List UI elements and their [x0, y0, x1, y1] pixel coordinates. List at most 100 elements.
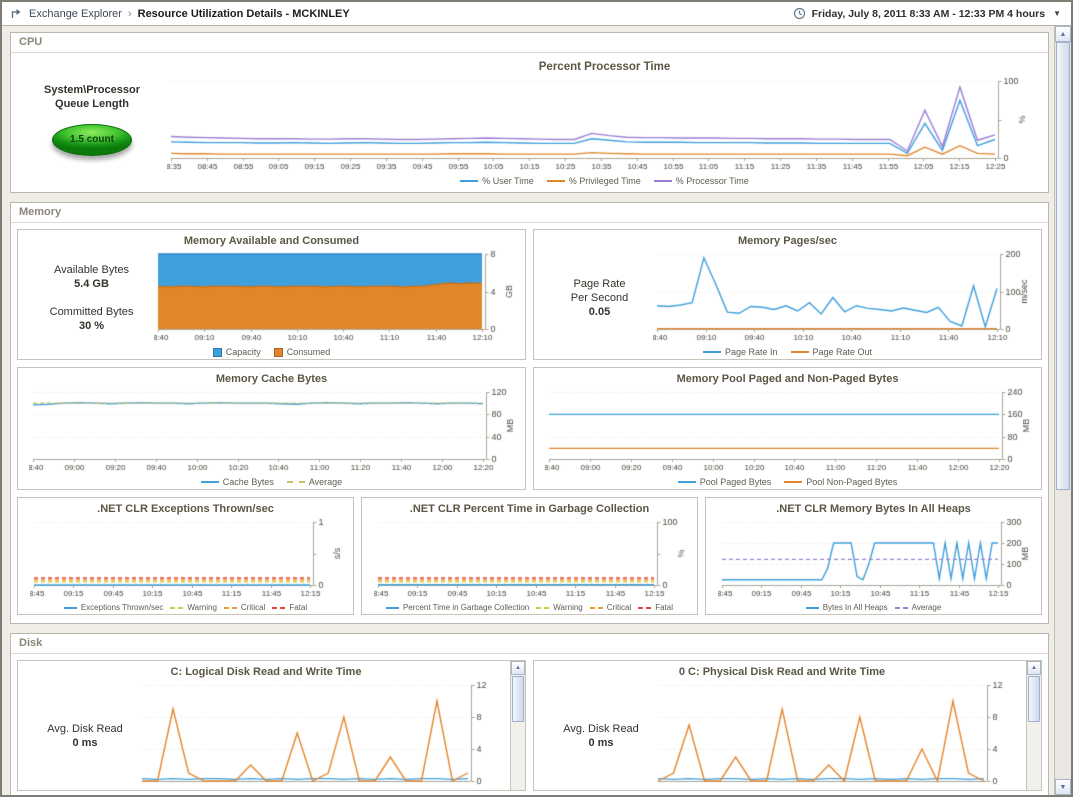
legend-label: Pool Paged Bytes: [699, 477, 772, 487]
avg-disk-read-label: Avg. Disk Read: [563, 723, 639, 735]
cpu-chart-title: Percent Processor Time: [538, 61, 671, 73]
legend-label: Bytes In All Heaps: [822, 603, 888, 612]
average-swatch: [894, 606, 908, 609]
time-range-caret-icon[interactable]: ▼: [1053, 9, 1061, 18]
time-range-selector[interactable]: Friday, July 8, 2011 8:33 AM - 12:33 PM …: [793, 7, 1063, 20]
legend-label: Page Rate In: [724, 347, 778, 357]
available-bytes-label: Available Bytes: [53, 264, 129, 276]
legend-label: Average: [308, 477, 343, 487]
logical-disk-labels: Avg. Disk Read 0 ms: [32, 721, 138, 749]
chart-title: Memory Available and Consumed: [183, 235, 360, 247]
scrollbar-track[interactable]: [1027, 723, 1041, 790]
available-bytes-value: 5.4 GB: [74, 278, 109, 290]
memory-pool-legend: Pool Paged Bytes Pool Non-Paged Bytes: [538, 477, 1037, 487]
legend-item: Percent Time in Garbage Collection: [385, 603, 529, 612]
clr-heaps-card: .NET CLR Memory Bytes In All Heaps Bytes…: [705, 497, 1042, 615]
legend-label: % User Time: [482, 176, 534, 186]
scrollbar-track[interactable]: [511, 723, 525, 790]
legend-label: Exceptions Thrown/sec: [80, 603, 164, 612]
main-vertical-scrollbar[interactable]: ▲ ▼: [1054, 26, 1071, 795]
legend-item: Warning: [170, 603, 217, 612]
legend-item: Pool Paged Bytes: [677, 477, 772, 487]
avg-disk-read-value: 0 ms: [588, 737, 614, 749]
clr-gc-chart[interactable]: [373, 517, 686, 601]
dashboard-content: CPU System\Processor Queue Length 1.5 co…: [2, 26, 1054, 795]
legend-item: Page Rate In: [702, 347, 778, 357]
exchange-explorer-icon: [10, 7, 23, 20]
memory-section: Memory Memory Available and Consumed Ava…: [10, 202, 1049, 624]
legend-item: Bytes In All Heaps: [805, 603, 888, 612]
chart-title: Memory Pages/sec: [737, 235, 838, 247]
legend-item: Average: [894, 603, 941, 612]
page-rate-out-swatch: [790, 351, 809, 353]
legend-item: Average: [286, 477, 343, 487]
cpu-section: CPU System\Processor Queue Length 1.5 co…: [10, 32, 1049, 193]
page-rate-in-swatch: [702, 351, 721, 353]
clr-exceptions-chart[interactable]: [29, 517, 342, 601]
scrollbar-track[interactable]: [1055, 490, 1071, 779]
physical-disk-card: 0 C: Physical Disk Read and Write Time A…: [533, 660, 1042, 791]
legend-item: Pool Non-Paged Bytes: [784, 477, 897, 487]
privileged-time-swatch: [546, 180, 565, 182]
queue-label-line2: Queue Length: [55, 98, 129, 111]
pool-paged-swatch: [677, 481, 696, 483]
topbar: Exchange Explorer › Resource Utilization…: [2, 2, 1071, 26]
scroll-up-button[interactable]: ▲: [511, 661, 525, 675]
chart-title: Memory Cache Bytes: [215, 373, 328, 385]
legend-label: Cache Bytes: [222, 477, 274, 487]
committed-bytes-value: 30 %: [78, 320, 105, 332]
legend-label: Warning: [187, 603, 217, 612]
memory-section-title: Memory: [11, 203, 1048, 223]
legend-item: Fatal: [272, 603, 307, 612]
clr-heaps-chart[interactable]: [717, 517, 1030, 601]
logical-disk-chart[interactable]: [138, 680, 500, 790]
scrollbar-thumb[interactable]: [1028, 676, 1040, 722]
disk-section-title: Disk: [11, 634, 1048, 654]
memory-pool-chart[interactable]: [544, 387, 1031, 475]
scroll-down-button[interactable]: ▼: [1055, 779, 1071, 795]
scrollbar-thumb[interactable]: [512, 676, 524, 722]
percent-processor-time-chart[interactable]: [167, 76, 1027, 174]
disk-card-scrollbar[interactable]: ▲: [510, 661, 525, 790]
exceptions-swatch: [63, 606, 77, 609]
memory-available-labels: Available Bytes 5.4 GB Committed Bytes 3…: [30, 262, 154, 332]
memory-available-legend: Capacity Consumed: [22, 347, 521, 357]
chart-title: .NET CLR Memory Bytes In All Heaps: [776, 503, 971, 515]
scrollbar-thumb[interactable]: [1056, 42, 1070, 490]
time-range-label[interactable]: Friday, July 8, 2011 8:33 AM - 12:33 PM …: [811, 7, 1046, 20]
user-time-swatch: [460, 180, 479, 182]
physical-disk-chart[interactable]: [654, 680, 1016, 790]
cpu-chart-legend: % User Time % Privileged Time % Processo…: [167, 176, 1042, 186]
memory-cache-legend: Cache Bytes Average: [22, 477, 521, 487]
legend-item: % User Time: [460, 176, 534, 186]
breadcrumb-root-link[interactable]: Exchange Explorer: [29, 7, 122, 20]
memory-available-chart[interactable]: [153, 249, 514, 345]
disk-card-scrollbar[interactable]: ▲: [1026, 661, 1041, 790]
legend-item: % Privileged Time: [546, 176, 641, 186]
memory-cache-card: Memory Cache Bytes Cache Bytes Average: [17, 367, 526, 490]
clr-heaps-legend: Bytes In All Heaps Average: [710, 603, 1037, 612]
chart-title: .NET CLR Exceptions Thrown/sec: [97, 503, 274, 515]
legend-item: Consumed: [273, 347, 330, 357]
memory-cache-chart[interactable]: [28, 387, 515, 475]
capacity-swatch: [212, 347, 222, 357]
legend-label: % Processor Time: [675, 176, 749, 186]
memory-available-card: Memory Available and Consumed Available …: [17, 229, 526, 360]
warning-swatch: [536, 606, 550, 609]
legend-item: % Processor Time: [653, 176, 749, 186]
scroll-up-button[interactable]: ▲: [1027, 661, 1041, 675]
memory-pages-legend: Page Rate In Page Rate Out: [538, 347, 1037, 357]
memory-pool-card: Memory Pool Paged and Non-Paged Bytes Po…: [533, 367, 1042, 490]
chart-title: Memory Pool Paged and Non-Paged Bytes: [676, 373, 899, 385]
legend-label: Fatal: [289, 603, 308, 612]
page-rate-value: 0.05: [588, 306, 611, 318]
disk-section: Disk C: Logical Disk Read and Write Time…: [10, 633, 1049, 795]
memory-pages-chart[interactable]: [652, 249, 1029, 345]
legend-item: Fatal: [638, 603, 673, 612]
legend-label: Critical: [240, 603, 266, 612]
queue-length-gauge[interactable]: 1.5 count: [52, 123, 132, 156]
clr-gc-card: .NET CLR Percent Time in Garbage Collect…: [361, 497, 698, 615]
legend-item: Capacity: [212, 347, 261, 357]
scroll-up-button[interactable]: ▲: [1055, 26, 1071, 42]
